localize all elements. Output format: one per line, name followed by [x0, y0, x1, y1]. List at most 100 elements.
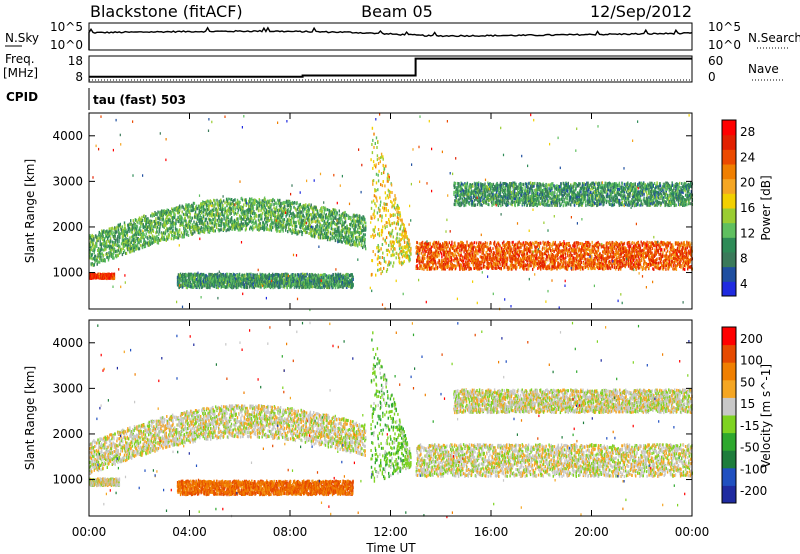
power-echo-cell [269, 204, 271, 208]
power-echo-cell [362, 215, 365, 219]
power-echo-cell [306, 285, 309, 289]
power-echo-cell [192, 231, 194, 235]
power-echo-cell [360, 219, 363, 223]
power-echo-cell [333, 236, 335, 240]
power-echo-cell [240, 216, 242, 220]
power-echo-cell [259, 213, 261, 217]
power-echo-cell [275, 206, 278, 210]
power-echo-cell [232, 206, 234, 210]
power-echo-cell [229, 212, 231, 216]
power-echo-cell [180, 274, 182, 278]
power-echo-cell [357, 216, 359, 220]
power-echo-cell [281, 211, 283, 215]
power-echo-cell [205, 206, 208, 210]
power-echo-cell [145, 232, 147, 236]
power-echo-cell [314, 213, 317, 217]
power-echo-cell [215, 207, 217, 211]
power-echo-cell [197, 273, 199, 277]
power-echo-cell [333, 208, 335, 212]
power-echo-cell [137, 229, 139, 233]
power-echo-cell [165, 229, 167, 233]
power-echo-cell [284, 211, 286, 214]
power-echo-cell [334, 215, 337, 219]
power-echo-cell [149, 227, 152, 231]
power-echo-cell [104, 246, 106, 250]
power-echo-cell [260, 215, 262, 219]
power-echo-cell [156, 228, 158, 232]
power-echo-cell [176, 208, 178, 212]
power-echo-cell [148, 243, 150, 247]
power-echo-cell [99, 260, 101, 264]
power-echo-cell [311, 227, 313, 231]
power-echo-cell [223, 199, 225, 203]
power-echo-cell [120, 227, 122, 231]
power-echo-cell [361, 221, 363, 225]
power-echo-cell [264, 204, 266, 208]
power-echo-cell [124, 227, 126, 231]
power-echo-cell [340, 232, 342, 236]
power-echo-cell [238, 203, 240, 206]
power-echo-cell [218, 280, 220, 284]
power-echo-cell [184, 232, 186, 236]
power-echo-cell [337, 226, 339, 230]
power-echo-cell [148, 227, 151, 231]
power-echo-cell [139, 243, 142, 247]
power-echo-cell [327, 215, 329, 219]
power-echo-cell [280, 204, 282, 208]
power-echo-cell [182, 206, 184, 210]
power-echo-cell [185, 273, 187, 277]
power-echo-cell [249, 208, 252, 212]
power-echo-cell [299, 221, 301, 225]
power-echo-cell [127, 248, 129, 252]
power-echo-cell [344, 213, 346, 217]
power-echo-cell [355, 224, 357, 228]
power-echo-cell [170, 231, 173, 234]
power-echo-cell [343, 236, 345, 240]
power-echo-cell [243, 223, 245, 227]
power-echo-cell [181, 274, 183, 277]
power-echo-cell [152, 240, 154, 244]
power-echo-cell [200, 272, 202, 276]
power-echo-cell [262, 221, 265, 225]
power-echo-cell [112, 253, 114, 256]
power-echo-cell [359, 237, 361, 241]
power-echo-cell [347, 227, 349, 231]
power-echo-cell [270, 217, 272, 221]
power-echo-cell [112, 255, 114, 259]
power-echo-cell [266, 223, 268, 227]
power-echo-cell [282, 218, 285, 222]
power-echo-cell [205, 217, 208, 221]
power-echo-cell [200, 207, 203, 211]
power-echo-cell [293, 230, 296, 234]
power-echo-cell [197, 281, 199, 285]
power-echo-cell [220, 224, 222, 228]
power-echo-cell [197, 231, 200, 235]
power-echo-cell [301, 231, 304, 234]
power-echo-cell [199, 206, 201, 210]
power-echo-cell [282, 214, 284, 218]
power-echo-cell [218, 284, 220, 288]
power-echo-cell [196, 221, 198, 225]
power-echo-cell [238, 283, 240, 287]
power-echo-cell [228, 201, 230, 205]
power-echo-cell [188, 215, 190, 219]
power-echo-cell [219, 220, 221, 224]
power-echo-cell [277, 198, 279, 202]
power-echo-cell [304, 228, 307, 232]
power-echo-cell [313, 209, 315, 213]
power-echo-cell [332, 285, 335, 289]
power-echo-cell [338, 221, 340, 225]
power-echo-cell [208, 225, 211, 229]
power-echo-cell [241, 222, 243, 226]
power-echo-cell [324, 233, 327, 237]
power-echo-cell [202, 217, 204, 220]
power-echo-cell [121, 231, 123, 235]
power-echo-cell [184, 223, 187, 227]
power-echo-cell [364, 233, 366, 237]
power-echo-cell [135, 247, 137, 251]
power-echo-cell [206, 226, 209, 230]
power-echo-cell [288, 210, 291, 214]
power-echo-cell [156, 230, 158, 234]
power-echo-cell [108, 256, 110, 260]
power-echo-cell [201, 203, 203, 207]
